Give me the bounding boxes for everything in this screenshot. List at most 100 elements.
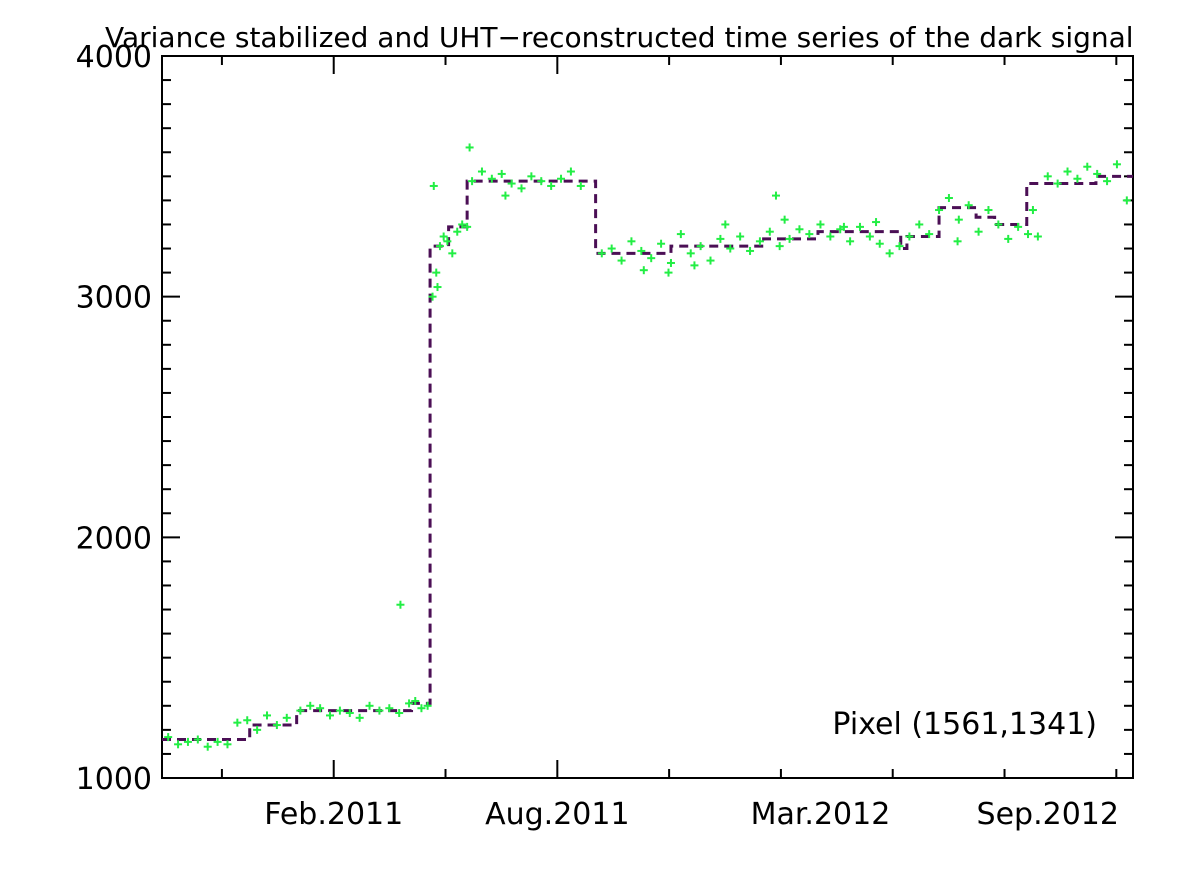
data-point bbox=[1023, 230, 1032, 239]
data-point bbox=[885, 249, 894, 258]
scatter-series bbox=[164, 143, 1131, 751]
data-point bbox=[566, 167, 575, 176]
data-point bbox=[647, 254, 656, 263]
data-point bbox=[765, 227, 774, 236]
data-point bbox=[839, 222, 848, 231]
data-point bbox=[846, 237, 855, 246]
step-line bbox=[162, 174, 1133, 741]
data-point bbox=[974, 227, 983, 236]
data-point bbox=[1033, 232, 1042, 241]
data-point bbox=[775, 242, 784, 251]
data-point bbox=[944, 193, 953, 202]
data-point bbox=[517, 184, 526, 193]
data-point bbox=[935, 206, 944, 215]
data-point bbox=[795, 225, 804, 234]
data-point bbox=[627, 237, 636, 246]
y-tick-label: 4000 bbox=[76, 40, 152, 75]
data-point bbox=[597, 249, 606, 258]
data-point bbox=[954, 215, 963, 224]
y-tick-label: 2000 bbox=[76, 521, 152, 556]
data-point bbox=[433, 283, 442, 292]
data-point bbox=[664, 268, 673, 277]
data-point bbox=[755, 237, 764, 246]
data-point bbox=[1112, 160, 1121, 169]
data-point bbox=[428, 292, 437, 301]
data-point bbox=[690, 261, 699, 270]
data-point bbox=[282, 713, 291, 722]
data-point bbox=[193, 735, 202, 744]
data-point bbox=[865, 232, 874, 241]
data-point bbox=[1122, 196, 1131, 205]
data-point bbox=[785, 234, 794, 243]
data-point bbox=[164, 733, 173, 742]
data-point bbox=[396, 600, 405, 609]
data-point bbox=[726, 244, 735, 253]
data-point bbox=[375, 706, 384, 715]
data-point bbox=[925, 230, 934, 239]
data-point bbox=[984, 206, 993, 215]
data-point bbox=[429, 181, 438, 190]
step-series bbox=[162, 174, 1133, 741]
data-point bbox=[183, 737, 192, 746]
data-point bbox=[296, 706, 305, 715]
x-tick-label: Feb.2011 bbox=[264, 797, 403, 832]
data-point bbox=[432, 268, 441, 277]
data-point bbox=[203, 742, 212, 751]
x-axis: Feb.2011 Aug.2011 Mar.2012 Sep.2012 bbox=[220, 56, 1119, 832]
data-point bbox=[1103, 177, 1112, 186]
data-point bbox=[905, 232, 914, 241]
chart-title: Variance stabilized and UHT−reconstructe… bbox=[105, 21, 1134, 54]
x-tick-label: Aug.2011 bbox=[485, 797, 629, 832]
data-point bbox=[576, 181, 585, 190]
data-point bbox=[1028, 206, 1037, 215]
data-point bbox=[417, 704, 426, 713]
data-point bbox=[816, 220, 825, 229]
x-tick-label: Sep.2012 bbox=[977, 797, 1119, 832]
data-point bbox=[721, 220, 730, 229]
data-point bbox=[953, 237, 962, 246]
data-point bbox=[895, 242, 904, 251]
data-point bbox=[263, 711, 272, 720]
data-point bbox=[1004, 234, 1013, 243]
data-point bbox=[326, 711, 335, 720]
data-point bbox=[507, 179, 516, 188]
data-point bbox=[1063, 167, 1072, 176]
data-point bbox=[557, 174, 566, 183]
data-point bbox=[487, 174, 496, 183]
data-point bbox=[872, 218, 881, 227]
data-point bbox=[458, 220, 467, 229]
data-point bbox=[696, 242, 705, 251]
data-point bbox=[826, 232, 835, 241]
data-point bbox=[855, 222, 864, 231]
data-point bbox=[607, 244, 616, 253]
data-point bbox=[443, 237, 452, 246]
data-point bbox=[706, 256, 715, 265]
data-point bbox=[915, 220, 924, 229]
data-point bbox=[736, 232, 745, 241]
data-point bbox=[666, 258, 675, 267]
plot-frame bbox=[161, 55, 1134, 779]
data-point bbox=[1073, 174, 1082, 183]
data-point bbox=[423, 701, 432, 710]
data-point bbox=[335, 706, 344, 715]
data-point bbox=[345, 709, 354, 718]
data-point bbox=[537, 177, 546, 186]
data-point bbox=[1093, 169, 1102, 178]
data-point bbox=[272, 721, 281, 730]
data-point bbox=[463, 222, 472, 231]
data-point bbox=[243, 716, 252, 725]
data-point bbox=[716, 234, 725, 243]
data-point bbox=[875, 239, 884, 248]
data-point bbox=[746, 246, 755, 255]
x-tick-label: Mar.2012 bbox=[751, 797, 891, 832]
data-point bbox=[468, 177, 477, 186]
data-point bbox=[547, 181, 556, 190]
data-point bbox=[385, 704, 394, 713]
data-point bbox=[637, 246, 646, 255]
data-point bbox=[994, 220, 1003, 229]
data-point bbox=[805, 230, 814, 239]
data-point bbox=[1053, 179, 1062, 188]
data-point bbox=[465, 143, 474, 152]
data-point bbox=[405, 699, 414, 708]
data-point bbox=[1043, 172, 1052, 181]
